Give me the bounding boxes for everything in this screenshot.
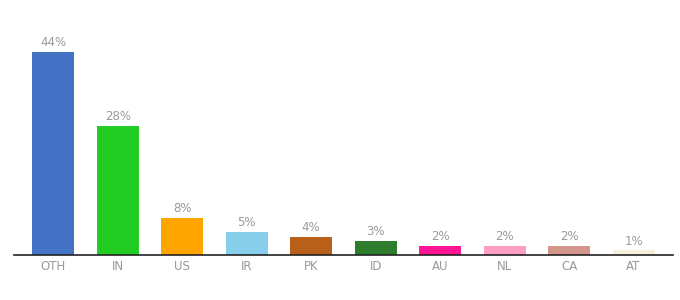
Bar [32, 52, 74, 255]
Bar [226, 232, 268, 255]
Bar [613, 250, 655, 255]
Bar [97, 126, 139, 255]
Text: 4%: 4% [302, 221, 320, 234]
Text: 1%: 1% [624, 235, 643, 248]
Bar [161, 218, 203, 255]
Text: 5%: 5% [237, 216, 256, 229]
Bar [290, 236, 332, 255]
Text: 3%: 3% [367, 225, 385, 239]
Text: 2%: 2% [431, 230, 449, 243]
Bar [355, 241, 396, 255]
Bar [548, 246, 590, 255]
Bar [419, 246, 461, 255]
Text: 8%: 8% [173, 202, 192, 215]
Text: 28%: 28% [105, 110, 131, 123]
Text: 2%: 2% [495, 230, 514, 243]
Text: 44%: 44% [40, 36, 66, 49]
Bar [483, 246, 526, 255]
Text: 2%: 2% [560, 230, 579, 243]
